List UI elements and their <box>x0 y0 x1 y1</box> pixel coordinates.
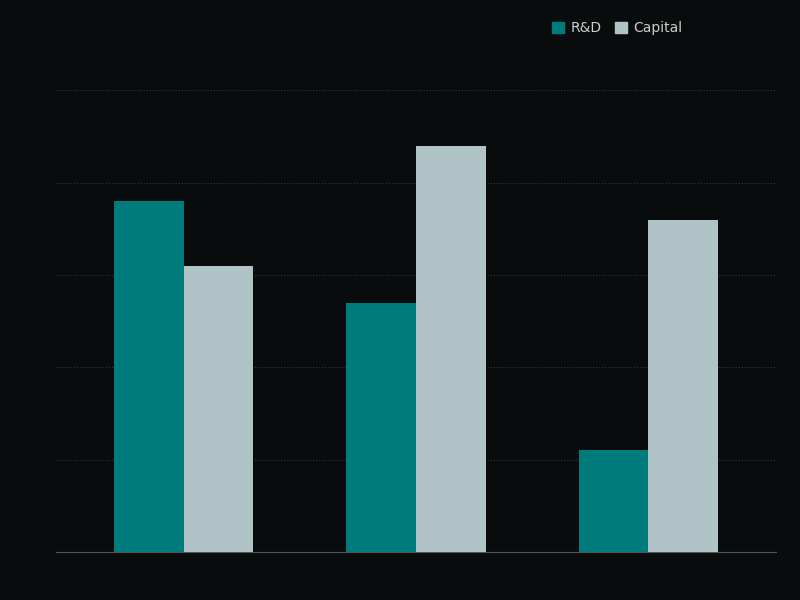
Legend: R&D, Capital: R&D, Capital <box>553 22 682 35</box>
Bar <box>578 451 648 552</box>
Bar <box>648 220 718 552</box>
Bar <box>346 303 416 552</box>
Bar <box>416 146 486 552</box>
Bar <box>184 266 254 552</box>
Bar <box>114 201 184 552</box>
